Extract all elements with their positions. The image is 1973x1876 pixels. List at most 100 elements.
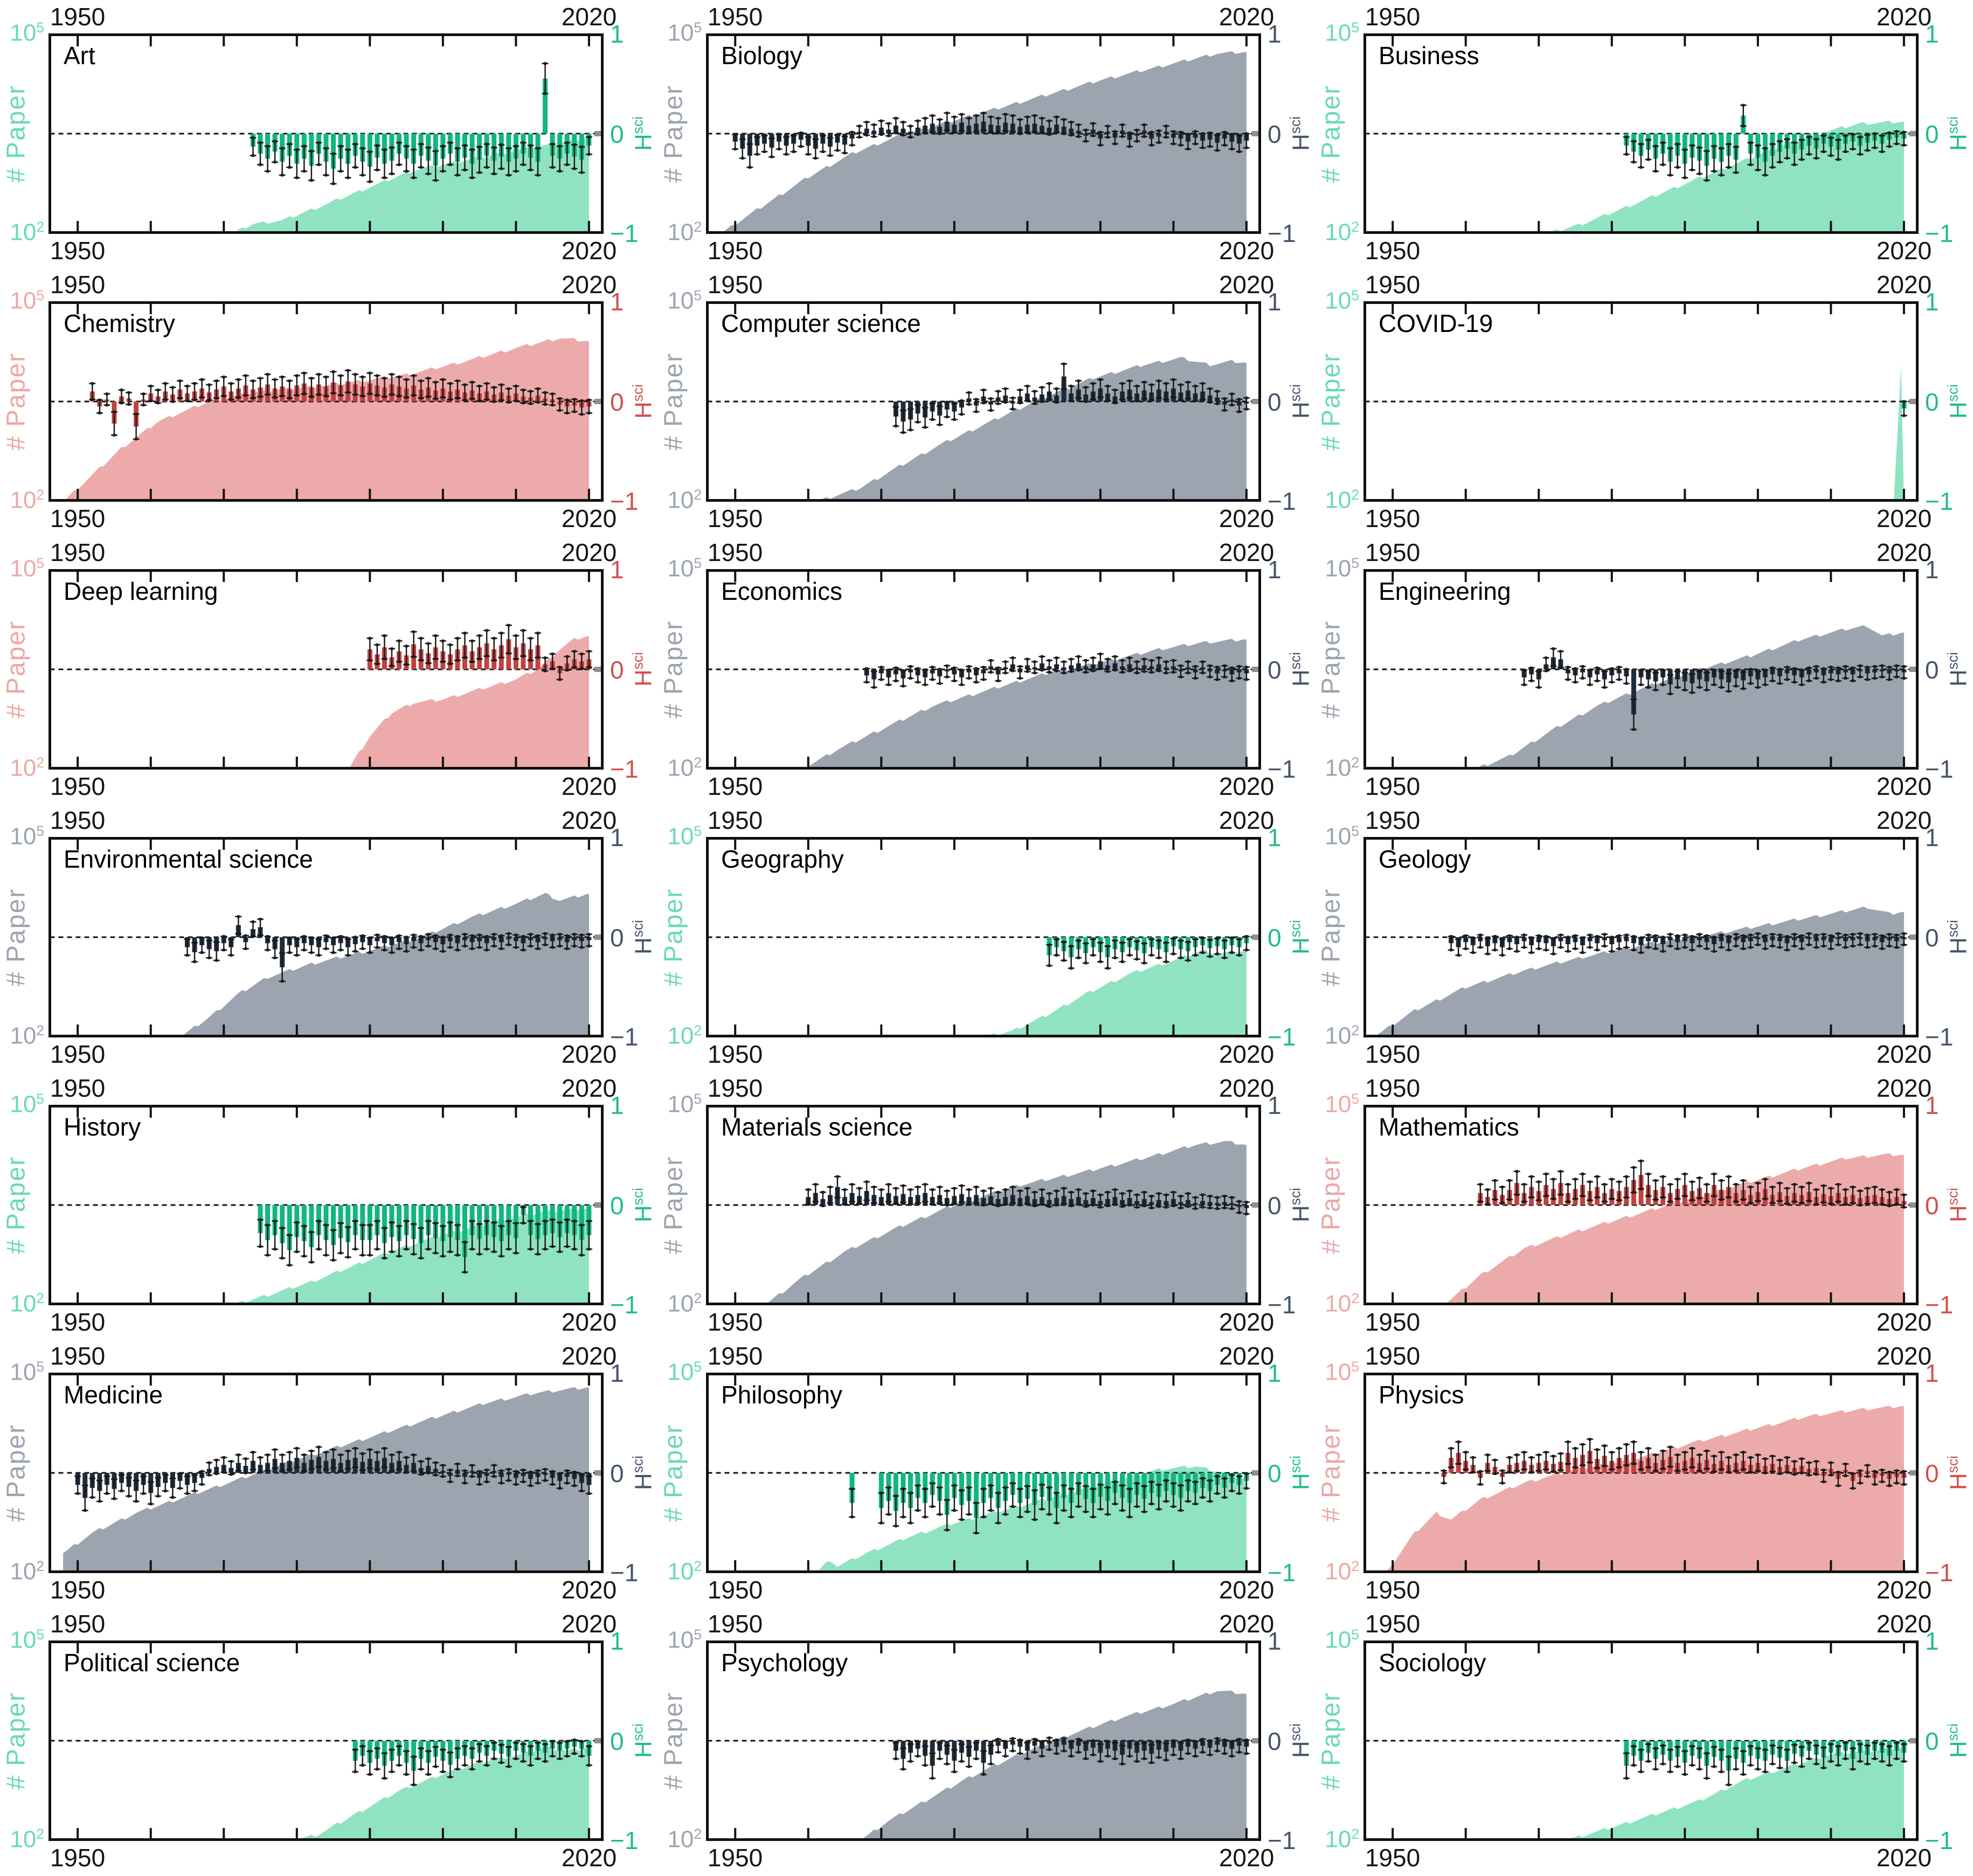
top-axis-year-end: 2020 bbox=[1219, 538, 1275, 566]
top-axis-year-end: 2020 bbox=[1219, 3, 1275, 31]
bottom-axis-year-end: 2020 bbox=[1876, 1844, 1932, 1872]
top-axis-year-end: 2020 bbox=[1876, 3, 1932, 31]
top-axis-year-end: 2020 bbox=[561, 538, 617, 566]
right-axis-tick-neg1: −1 bbox=[1925, 1559, 1954, 1587]
left-axis-tick-top: 105 bbox=[10, 823, 44, 850]
bottom-axis-year-end: 2020 bbox=[1876, 237, 1932, 265]
top-axis-year-end: 2020 bbox=[1219, 271, 1275, 299]
left-axis-tick-bottom: 102 bbox=[1325, 1022, 1359, 1049]
bottom-axis-year-start: 1950 bbox=[707, 237, 763, 265]
right-axis-tick-0: 0 bbox=[610, 656, 624, 684]
left-axis-tick-bottom: 102 bbox=[667, 1022, 702, 1049]
left-axis-tick-bottom: 102 bbox=[1325, 487, 1359, 514]
top-axis-year-end: 2020 bbox=[1876, 1610, 1932, 1638]
right-axis-tick-1: 1 bbox=[610, 1359, 624, 1387]
right-axis-label: Hsci bbox=[1287, 384, 1314, 419]
left-axis-label: # Paper bbox=[659, 84, 688, 183]
right-axis-tick-1: 1 bbox=[1925, 1627, 1939, 1655]
right-axis-tick-1: 1 bbox=[1925, 288, 1939, 316]
bottom-axis-year-end: 2020 bbox=[561, 504, 617, 532]
discipline-panel: 1950 2020 105 102 # Paper 1 0 −1 Hsci Ma… bbox=[657, 1071, 1315, 1339]
bottom-axis-year-start: 1950 bbox=[1365, 1576, 1421, 1604]
top-axis-year-start: 1950 bbox=[707, 538, 763, 566]
top-axis-year-start: 1950 bbox=[50, 1610, 106, 1638]
left-axis-tick-bottom: 102 bbox=[10, 219, 44, 246]
top-axis-year-start: 1950 bbox=[1365, 1610, 1421, 1638]
bottom-axis-year-end: 2020 bbox=[1876, 504, 1932, 532]
right-axis-tick-neg1: −1 bbox=[1268, 219, 1296, 247]
top-axis-year-start: 1950 bbox=[707, 806, 763, 834]
right-axis-tick-0: 0 bbox=[610, 120, 624, 148]
panel-title: Sociology bbox=[1379, 1649, 1486, 1677]
right-axis-tick-neg1: −1 bbox=[610, 1291, 639, 1319]
right-axis-tick-1: 1 bbox=[610, 20, 624, 48]
left-axis-tick-top: 105 bbox=[667, 19, 702, 46]
top-axis-year-end: 2020 bbox=[561, 3, 617, 31]
top-axis-year-start: 1950 bbox=[50, 3, 106, 31]
right-axis-tick-0: 0 bbox=[1268, 1192, 1282, 1220]
top-axis-year-end: 2020 bbox=[1876, 538, 1932, 566]
left-axis-label: # Paper bbox=[1317, 620, 1346, 719]
top-axis-year-end: 2020 bbox=[1219, 1610, 1275, 1638]
left-axis-tick-top: 105 bbox=[667, 1359, 702, 1386]
left-axis-label: # Paper bbox=[659, 1691, 688, 1790]
bottom-axis-year-end: 2020 bbox=[1876, 1040, 1932, 1068]
left-axis-tick-bottom: 102 bbox=[10, 1558, 44, 1585]
chart-plot bbox=[706, 1640, 1261, 1841]
chart-plot bbox=[1363, 1373, 1919, 1573]
panel-title: Art bbox=[64, 41, 95, 70]
panel-title: COVID-19 bbox=[1379, 309, 1493, 337]
top-axis-year-start: 1950 bbox=[50, 1074, 106, 1102]
right-axis-tick-1: 1 bbox=[1268, 1359, 1282, 1387]
discipline-panel: 1950 2020 105 102 # Paper 1 0 −1 Hsci Ma… bbox=[1315, 1071, 1972, 1339]
bottom-axis-year-end: 2020 bbox=[561, 1844, 617, 1872]
bottom-axis-year-end: 2020 bbox=[1876, 1308, 1932, 1336]
right-axis-label: Hsci bbox=[1944, 919, 1972, 955]
left-axis-tick-top: 105 bbox=[10, 1626, 44, 1653]
right-axis-label: Hsci bbox=[1287, 1455, 1314, 1491]
chart-plot bbox=[1363, 301, 1919, 502]
top-axis-year-start: 1950 bbox=[707, 271, 763, 299]
bottom-axis-year-end: 2020 bbox=[1219, 504, 1275, 532]
left-axis-tick-bottom: 102 bbox=[10, 487, 44, 514]
discipline-panel: 1950 2020 105 102 # Paper 1 0 −1 Hsci Ph… bbox=[1315, 1339, 1972, 1607]
right-axis-tick-neg1: −1 bbox=[1925, 487, 1954, 515]
right-axis-tick-1: 1 bbox=[610, 1627, 624, 1655]
chart-plot bbox=[706, 1373, 1261, 1573]
left-axis-tick-top: 105 bbox=[667, 1091, 702, 1118]
right-axis-tick-neg1: −1 bbox=[1268, 487, 1296, 515]
left-axis-tick-top: 105 bbox=[10, 555, 44, 582]
right-axis-label: Hsci bbox=[1944, 1723, 1972, 1759]
discipline-panel: 1950 2020 105 102 # Paper 1 0 −1 Hsci Ar… bbox=[0, 0, 657, 268]
left-axis-tick-top: 105 bbox=[1325, 19, 1359, 46]
discipline-panel: 1950 2020 105 102 # Paper 1 0 −1 Hsci Ch… bbox=[0, 268, 657, 536]
top-axis-year-end: 2020 bbox=[1876, 806, 1932, 834]
panel-title: Computer science bbox=[721, 309, 921, 337]
top-axis-year-start: 1950 bbox=[50, 271, 106, 299]
left-axis-label: # Paper bbox=[2, 1691, 31, 1790]
left-axis-label: # Paper bbox=[1317, 1691, 1346, 1790]
top-axis-year-end: 2020 bbox=[1219, 806, 1275, 834]
bottom-axis-year-end: 2020 bbox=[1219, 1576, 1275, 1604]
left-axis-label: # Paper bbox=[1317, 84, 1346, 183]
left-axis-tick-top: 105 bbox=[10, 1091, 44, 1118]
right-axis-tick-1: 1 bbox=[1268, 1091, 1282, 1119]
left-axis-label: # Paper bbox=[2, 888, 31, 987]
left-axis-tick-bottom: 102 bbox=[10, 1826, 44, 1853]
discipline-panel: 1950 2020 105 102 # Paper 1 0 −1 Hsci Co… bbox=[657, 268, 1315, 536]
bottom-axis-year-end: 2020 bbox=[1876, 1576, 1932, 1604]
discipline-panel: 1950 2020 105 102 # Paper 1 0 −1 Hsci Po… bbox=[0, 1607, 657, 1875]
top-axis-year-end: 2020 bbox=[561, 1342, 617, 1370]
top-axis-year-start: 1950 bbox=[1365, 1074, 1421, 1102]
right-axis-tick-1: 1 bbox=[1925, 556, 1939, 584]
bottom-axis-year-start: 1950 bbox=[1365, 1844, 1421, 1872]
left-axis-tick-top: 105 bbox=[10, 287, 44, 314]
discipline-panel: 1950 2020 105 102 # Paper 1 0 −1 Hsci So… bbox=[1315, 1607, 1972, 1875]
right-axis-tick-0: 0 bbox=[1268, 924, 1282, 952]
left-axis-tick-bottom: 102 bbox=[667, 1290, 702, 1317]
left-axis-tick-top: 105 bbox=[10, 1359, 44, 1386]
right-axis-tick-neg1: −1 bbox=[1925, 1826, 1954, 1854]
left-axis-tick-top: 105 bbox=[1325, 823, 1359, 850]
right-axis-label: Hsci bbox=[1944, 116, 1972, 151]
left-axis-tick-bottom: 102 bbox=[1325, 1290, 1359, 1317]
